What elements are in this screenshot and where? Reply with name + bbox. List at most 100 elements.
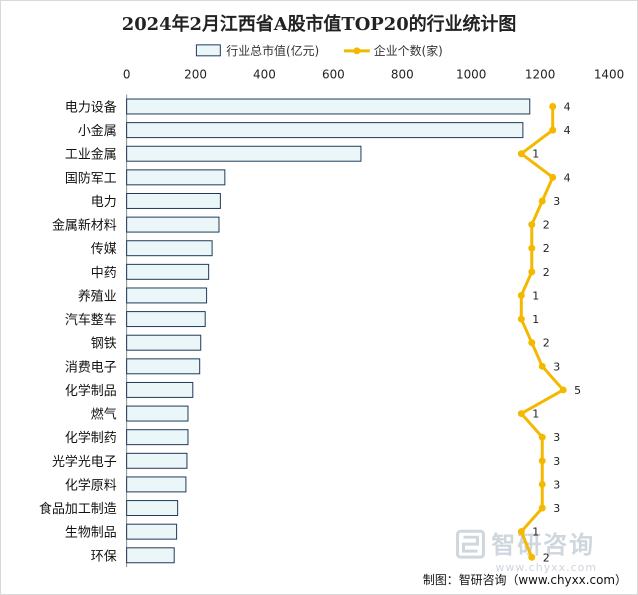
- bar: [126, 240, 213, 257]
- category-label: 传媒: [91, 242, 117, 257]
- category-label: 国防军工: [65, 170, 117, 186]
- category-label: 金属新材料: [52, 218, 117, 234]
- x-tick-label: 400: [253, 68, 276, 82]
- x-tick-label: 800: [391, 68, 414, 82]
- line-point: [517, 315, 525, 323]
- line-point: [549, 173, 557, 181]
- legend-bar-swatch: [195, 44, 221, 57]
- data-label: 1: [532, 408, 539, 421]
- x-tick-label: 600: [322, 68, 345, 82]
- category-label: 电力设备: [65, 99, 117, 115]
- line-point: [538, 197, 546, 205]
- x-tick-label: 200: [184, 68, 207, 82]
- x-tick-label: 1400: [594, 68, 624, 82]
- line-point: [538, 480, 546, 488]
- data-label: 2: [543, 337, 550, 350]
- category-label: 小金属: [78, 123, 117, 139]
- line-point: [549, 126, 557, 134]
- category-label: 钢铁: [91, 337, 117, 352]
- category-label: 消费电子: [65, 360, 117, 375]
- data-label: 1: [532, 289, 539, 302]
- bar: [126, 547, 175, 564]
- category-label: 化学制药: [65, 430, 117, 446]
- bar: [126, 193, 221, 209]
- line-point: [528, 553, 536, 561]
- data-label: 3: [553, 455, 560, 468]
- data-label: 4: [564, 124, 571, 137]
- data-label: 5: [574, 384, 581, 397]
- bar: [126, 263, 210, 280]
- data-label: 3: [553, 478, 560, 491]
- data-label: 3: [553, 502, 560, 515]
- line-point: [538, 362, 546, 370]
- watermark: 智研咨询 www.chyxx.com: [456, 529, 597, 574]
- line-point: [517, 150, 525, 158]
- data-label: 1: [532, 313, 539, 326]
- bar: [126, 452, 188, 469]
- bar: [126, 381, 194, 398]
- line-point: [559, 386, 567, 394]
- data-label: 4: [564, 100, 571, 113]
- line-point: [517, 291, 525, 299]
- x-axis: 0 200 400 600 800 1000 1200 1400: [123, 68, 624, 82]
- line-point: [528, 221, 536, 229]
- watermark-logo-icon: [456, 529, 485, 559]
- category-label: 汽车整车: [65, 312, 117, 328]
- line-point: [517, 410, 525, 418]
- line-point: [538, 433, 546, 441]
- category-label: 化学原料: [65, 477, 117, 493]
- chart-title: 2024年2月江西省A股市值TOP20的行业统计图: [122, 13, 517, 35]
- bar: [126, 169, 226, 186]
- bar: [126, 429, 189, 446]
- bar-series: [126, 98, 531, 564]
- legend-bar-label: 行业总市值(亿元): [226, 43, 319, 58]
- category-label: 光学光电子: [52, 454, 117, 470]
- bar: [126, 405, 189, 422]
- bar: [126, 500, 179, 517]
- data-label: 3: [553, 195, 560, 208]
- watermark-brand: 智研咨询: [491, 531, 595, 559]
- category-label: 养殖业: [78, 288, 117, 304]
- watermark-url: www.chyxx.com: [495, 561, 597, 574]
- line-point: [517, 528, 525, 536]
- legend-line-label: 企业个数(家): [374, 43, 443, 58]
- bar: [126, 334, 202, 351]
- data-label: 2: [543, 266, 550, 279]
- data-label: 4: [564, 171, 571, 184]
- x-tick-label: 1200: [525, 68, 555, 82]
- bar: [126, 358, 201, 375]
- y-axis: 电力设备小金属工业金属国防军工电力金属新材料传媒中药养殖业汽车整车钢铁消费电子化…: [39, 99, 117, 564]
- bar: [126, 122, 524, 139]
- line-point: [528, 268, 536, 276]
- line-point: [549, 103, 557, 110]
- bar: [126, 287, 208, 304]
- data-label: 3: [553, 431, 560, 444]
- data-label: 2: [543, 242, 550, 255]
- bar: [126, 523, 178, 540]
- bar: [126, 98, 531, 115]
- legend-line-marker: [353, 47, 361, 55]
- source-note: 制图：智研咨询（www.chyxx.com）: [423, 572, 627, 587]
- bar: [126, 216, 220, 233]
- bar: [126, 311, 206, 328]
- legend: 行业总市值(亿元) 企业个数(家): [195, 43, 443, 58]
- data-label: 1: [532, 148, 539, 161]
- bar: [126, 476, 187, 493]
- line-point: [538, 457, 546, 465]
- series-line: [519, 106, 565, 558]
- category-label: 环保: [91, 549, 117, 564]
- line-point: [528, 244, 536, 252]
- category-label: 中药: [91, 266, 117, 281]
- line-point: [528, 339, 536, 347]
- category-label: 食品加工制造: [39, 501, 117, 517]
- category-label: 工业金属: [65, 147, 117, 163]
- line-point: [538, 504, 546, 512]
- x-tick-label: 0: [123, 68, 131, 82]
- bar: [126, 145, 362, 162]
- data-label: 1: [532, 526, 539, 539]
- category-label: 燃气: [91, 407, 117, 423]
- data-label: 2: [543, 219, 550, 232]
- category-label: 生物制品: [65, 526, 117, 541]
